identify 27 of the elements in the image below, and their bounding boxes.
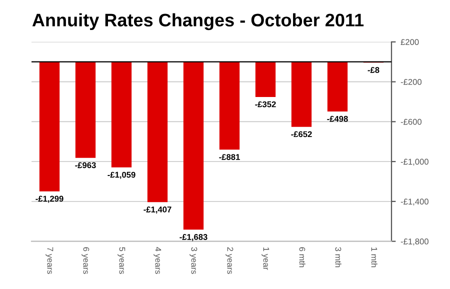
y-tick-label: -£1,800: [400, 238, 428, 246]
data-label: -£881: [219, 154, 240, 160]
y-tick-label: -£600: [400, 118, 422, 125]
x-tick-label: 1 year: [262, 248, 270, 270]
y-tick-label: -£1,400: [400, 198, 428, 206]
chart-title: Annuity Rates Changes - October 2011: [32, 13, 364, 30]
x-tick-label: 6 mth: [299, 247, 306, 268]
data-label: -£1,299: [36, 196, 64, 203]
x-tick-label: 3 years: [190, 247, 198, 274]
data-label: -£652: [291, 131, 312, 138]
data-label: -£352: [255, 101, 276, 108]
data-label: -£1,059: [108, 172, 136, 179]
data-label: -£963: [75, 162, 96, 168]
data-label: -£498: [327, 116, 348, 122]
y-tick-label: -£1,000: [400, 158, 428, 166]
x-tick-label: 2 years: [226, 247, 234, 274]
x-tick-label: 7 years: [46, 247, 54, 274]
x-tick-label: 5 years: [118, 247, 126, 274]
x-tick-label: 4 years: [154, 247, 162, 274]
y-tick-label: -£200: [400, 78, 422, 85]
x-tick-label: 1 mth: [371, 248, 378, 268]
data-label: -£1,683: [180, 234, 208, 242]
x-tick-label: 3 mth: [335, 247, 342, 268]
data-label: -£8: [368, 67, 380, 73]
y-tick-label: £200: [400, 39, 419, 46]
x-tick-label: 6 years: [82, 247, 90, 274]
data-label: -£1,407: [144, 206, 172, 214]
